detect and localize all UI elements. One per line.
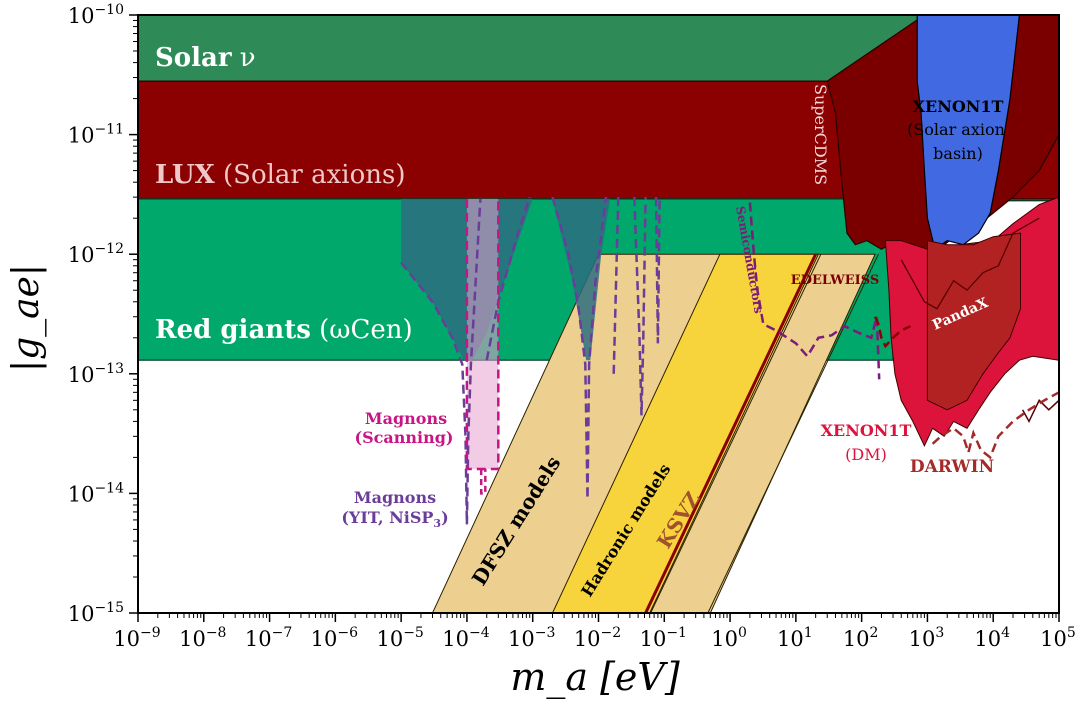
pandax-region [926,232,1021,411]
edelweiss-curve [873,316,911,349]
magnon-yit-curve-5 [633,197,647,416]
x-axis-title: m_a [eV] [510,655,680,700]
xenon1t-solar-label-3: basin) [933,144,983,163]
y-tick-label: 10−10 [68,2,124,28]
x-tick-label: 103 [909,625,945,651]
axes: 10−9 10−8 10−7 10−6 10−5 10−4 10−3 10−2 10−1 100 1… [6,2,1076,700]
magnon-yit-curve-3 [551,196,608,499]
hadronic-band [551,253,820,613]
x-tick-label: 10−6 [311,625,358,651]
semiconductors-curve [748,202,881,380]
x-tick-label: 102 [843,625,879,651]
magnons-scanning-label-1: Magnons [365,409,447,428]
x-tick-label: 100 [711,625,747,651]
y-axis-title: |g_ae| [6,264,47,372]
lux-label: LUX (Solar axions) [155,160,405,190]
y-tick-label: 10−12 [68,241,124,267]
dark-red-edge [900,217,1040,310]
x-tick-label: 10−1 [640,625,687,651]
dfsz-edge-line [707,253,879,613]
y-tick-label: 10−14 [68,480,124,506]
magnon-yit-curve-6 [654,197,661,344]
magnons-yit-label-1: Magnons [354,488,436,507]
ksvz-line [644,253,818,613]
y-tick-label: 10−11 [68,122,124,148]
magnon-scanning-curve [465,198,500,471]
x-tick-label: 105 [1040,625,1076,651]
magnons-yit-label-2: (YIT, NiSP3) [341,508,448,530]
supercdms-label: SuperCDMS [811,84,830,185]
solar-nu-label: Solar ν [155,43,256,73]
x-tick-label: 10−3 [508,625,555,651]
darwin-curve [931,391,1059,460]
edelweiss-label: EDELWEISS [791,273,879,288]
y-tick-label: 10−13 [68,361,124,387]
magnon-yit-curve-1 [400,198,482,525]
magnon-scanning-region [466,198,499,469]
x-tick-label: 10−9 [113,625,160,651]
x-tick-label: 10−8 [179,625,226,651]
xenon1t-solar-label-1: XENON1T [913,97,1004,116]
x-tick-label: 10−5 [376,625,423,651]
x-tick-label: 10−7 [245,625,292,651]
magnon-yit-curve-4 [612,197,620,374]
plot-area [138,15,1059,613]
magnon-yit-curve-2 [485,196,531,361]
xenon1t-solar-label-2: (Solar axion [907,120,1005,139]
x-tick-label: 10−2 [574,625,621,651]
hadronic-edge-line [650,253,822,613]
xenon1t-dm-label-1: XENON1T [821,421,912,440]
red-giants-label: Red giants (ωCen) [155,315,413,345]
x-tick-label: 104 [974,625,1010,651]
magnon-scanning-curve-tail [479,469,487,495]
magnon-yit-overlay-2 [552,198,611,361]
x-tick-label: 101 [777,625,813,651]
magnons-scanning-label-2: (Scanning) [355,428,454,447]
xenon1t-solar-region [916,15,1021,251]
y-tick-label: 10−15 [68,600,124,626]
x-tick-label: 10−4 [442,625,489,651]
pandax-edge [1021,399,1059,424]
darwin-label: DARWIN [910,457,994,477]
xenon1t-dm-label-2: (DM) [845,445,887,464]
